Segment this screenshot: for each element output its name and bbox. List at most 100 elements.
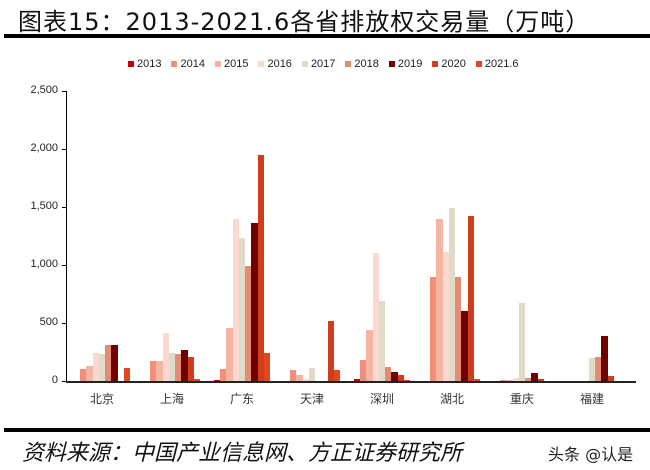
- watermark: 头条 @认是: [548, 445, 634, 464]
- bar: [397, 375, 405, 381]
- legend-item: 2020: [432, 58, 466, 70]
- bar: [525, 378, 532, 381]
- legend-swatch: [214, 61, 221, 67]
- legend-label: 2021.6: [484, 58, 519, 70]
- y-tick: [62, 91, 66, 92]
- bar: [436, 218, 443, 381]
- chart-legend: 2013 2014 2015 2016 2017 2018 2019 2020 2021.6: [128, 58, 529, 70]
- y-tick: [62, 265, 66, 266]
- x-category-label: 福建: [579, 392, 604, 406]
- bar: [257, 154, 265, 381]
- y-tick: [62, 381, 66, 382]
- title-divider: [4, 34, 650, 38]
- bar: [353, 379, 360, 381]
- bar: [245, 266, 252, 381]
- bar: [518, 303, 526, 381]
- plot-area: 0 500 1,000 1,500 2,000 2,500 北京 上海 广东 天津 深圳 湖北 重庆 福建: [30, 84, 636, 406]
- legend-item: 2013: [128, 58, 161, 70]
- legend-item: 2016: [258, 58, 292, 70]
- x-category-label: 湖北: [439, 392, 464, 406]
- legend-label: 2015: [223, 58, 249, 70]
- bar: [442, 252, 449, 381]
- y-tick-label: 1,000: [30, 258, 58, 270]
- bar: [499, 380, 507, 381]
- legend-label: 2020: [441, 58, 466, 70]
- bar: [601, 336, 608, 381]
- y-tick-label: 1,500: [30, 200, 58, 212]
- bar: [448, 208, 456, 381]
- bar: [175, 353, 182, 381]
- legend-swatch: [171, 61, 178, 67]
- bar: [455, 277, 462, 381]
- x-category-label: 天津: [299, 392, 324, 406]
- bar: [105, 345, 112, 381]
- bar: [378, 300, 386, 381]
- legend-swatch: [345, 61, 352, 67]
- bar: [607, 376, 615, 381]
- bar: [302, 378, 309, 381]
- bar: [512, 377, 519, 381]
- bar: [149, 361, 157, 381]
- legend-swatch: [128, 61, 134, 67]
- bar: [595, 356, 602, 381]
- bar: [334, 369, 341, 381]
- x-category-label: 广东: [229, 392, 254, 406]
- y-tick-label: 2,000: [30, 142, 58, 154]
- bar: [168, 352, 176, 381]
- bar: [98, 353, 106, 381]
- legend-swatch: [301, 61, 308, 67]
- y-axis: [66, 91, 67, 381]
- bar: [531, 373, 538, 381]
- footer-divider: [4, 428, 650, 432]
- bar: [588, 357, 596, 381]
- y-tick-label: 2,500: [30, 84, 58, 96]
- bar: [289, 369, 297, 381]
- chart-title: 图表15：2013-2021.6各省排放权交易量（万吨）: [18, 8, 591, 36]
- legend-label: 2018: [354, 58, 379, 70]
- y-tick-label: 500: [39, 316, 58, 328]
- y-tick: [62, 323, 66, 324]
- legend-label: 2014: [180, 58, 205, 70]
- bar: [296, 374, 303, 381]
- legend-swatch: [432, 61, 439, 67]
- legend-item: 2021.6: [475, 58, 519, 70]
- legend-swatch: [258, 61, 265, 67]
- x-category-label: 重庆: [509, 392, 534, 406]
- bar: [404, 379, 411, 381]
- bar: [92, 353, 99, 381]
- bar: [226, 327, 233, 381]
- legend-item: 2014: [171, 58, 205, 70]
- bar: [537, 378, 545, 381]
- legend-item: 2015: [214, 58, 249, 70]
- bar: [359, 360, 367, 381]
- bar: [251, 223, 258, 381]
- legend-item: 2018: [345, 58, 379, 70]
- legend-item: 2019: [388, 58, 423, 70]
- bar: [429, 276, 437, 381]
- bar: [391, 372, 398, 381]
- bar: [219, 369, 227, 381]
- bar: [327, 321, 335, 381]
- bar: [467, 216, 475, 381]
- bar: [187, 356, 195, 381]
- legend-label: 2017: [310, 58, 336, 70]
- bar: [111, 345, 118, 381]
- legend-label: 2016: [267, 58, 292, 70]
- bar: [366, 329, 373, 381]
- bar: [232, 218, 239, 381]
- y-tick: [62, 149, 66, 150]
- bar: [308, 368, 316, 381]
- bar: [86, 365, 93, 381]
- bar: [385, 367, 392, 381]
- bar: [162, 332, 169, 381]
- bar: [238, 237, 246, 381]
- y-tick-label: 0: [51, 374, 58, 386]
- legend-label: 2013: [137, 58, 162, 70]
- legend-label: 2019: [397, 58, 423, 70]
- legend-item: 2017: [301, 58, 336, 70]
- bar: [181, 349, 188, 381]
- bar: [213, 379, 220, 381]
- source-note: 资料来源：中国产业信息网、方正证券研究所: [22, 441, 463, 466]
- x-category-label: 上海: [159, 392, 184, 406]
- bar: [372, 253, 379, 381]
